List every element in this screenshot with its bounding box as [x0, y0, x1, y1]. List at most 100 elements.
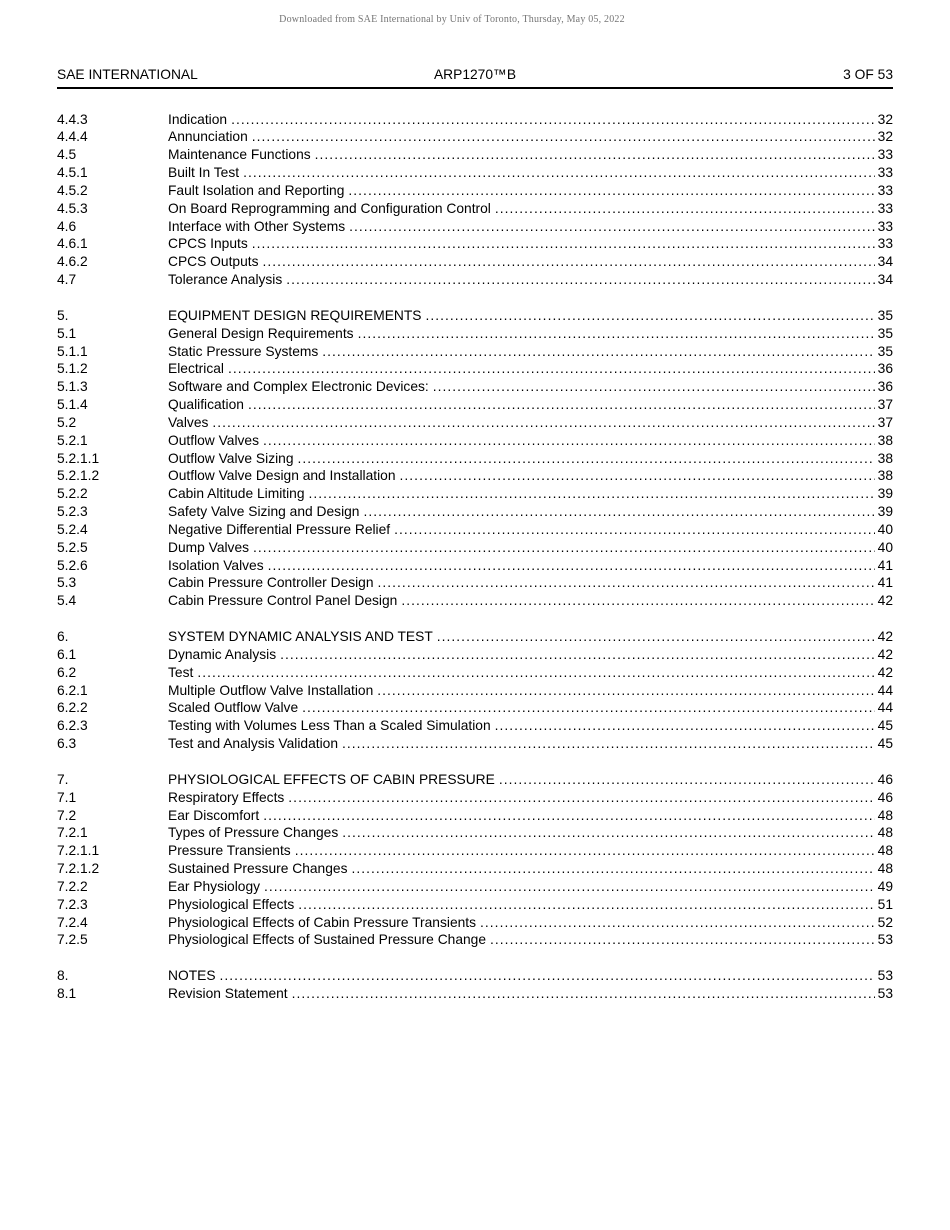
dot-leader [342, 735, 875, 753]
toc-entry: 5.2.1.2 Outflow Valve Design and Installa… [57, 467, 893, 485]
toc-entry-number: 7.2.1.2 [57, 861, 100, 877]
toc-entry-number: 5.1.1 [57, 343, 88, 359]
dot-leader [433, 378, 875, 396]
toc-entry-number: 5.2.1 [57, 432, 88, 448]
dot-leader [377, 682, 874, 700]
toc-entry-number: 5.2 [57, 414, 77, 430]
toc-entry-page: 38 [877, 468, 893, 484]
toc-entry-title: Revision Statement [168, 986, 288, 1002]
toc-entry-page: 53 [877, 968, 893, 984]
toc-entry-page: 34 [877, 254, 893, 270]
toc-entry-page: 33 [877, 218, 893, 234]
toc-entry-page: 51 [877, 896, 893, 912]
toc-entry-page: 41 [877, 575, 893, 591]
toc-entry-page: 41 [877, 557, 893, 573]
dot-leader [378, 574, 875, 592]
download-watermark: Downloaded from SAE International by Uni… [279, 14, 625, 25]
toc-entry-title: Negative Differential Pressure Relief [168, 521, 391, 537]
dot-leader [295, 842, 875, 860]
toc-entry-page: 32 [877, 129, 893, 145]
dot-leader [280, 646, 875, 664]
toc-entry-title: Software and Complex Electronic Devices: [168, 379, 429, 395]
dot-leader [298, 450, 875, 468]
toc-entry: 5.1.3 Software and Complex Electronic Dev… [57, 378, 893, 396]
toc-entry: 5.2.2 Cabin Altitude Limiting 39 [57, 485, 893, 503]
toc-entry-number: 7.2.3 [57, 896, 88, 912]
toc-entry: 5.2.3 Safety Valve Sizing and Design 39 [57, 503, 893, 521]
header-rule [57, 87, 893, 89]
toc-entry: 5.2.1 Outflow Valves 38 [57, 432, 893, 450]
toc-entry-number: 7.2.1 [57, 825, 88, 841]
dot-leader [212, 414, 874, 432]
toc-entry-number: 7.2.2 [57, 878, 88, 894]
toc-entry-page: 35 [877, 343, 893, 359]
toc-entry-number: 6.3 [57, 736, 77, 752]
toc-entry-number: 4.4.3 [57, 111, 88, 127]
toc-entry-number: 5.2.2 [57, 486, 88, 502]
dot-leader [495, 200, 875, 218]
toc-entry-title: NOTES [168, 968, 216, 984]
toc-entry-number: 7. [57, 771, 69, 787]
toc-entry-title: Fault Isolation and Reporting [168, 182, 345, 198]
toc-entry: 5.3 Cabin Pressure Controller Design 41 [57, 574, 893, 592]
toc-entry: 4.4.3 Indication 32 [57, 111, 893, 129]
toc-entry-title: Static Pressure Systems [168, 343, 319, 359]
dot-leader [268, 557, 875, 575]
toc-entry: 5.4 Cabin Pressure Control Panel Design 42 [57, 592, 893, 610]
dot-leader [315, 146, 875, 164]
toc-entry-number: 4.5.1 [57, 165, 88, 181]
toc-entry-title: Qualification [168, 397, 244, 413]
toc-entry-number: 5. [57, 307, 69, 323]
dot-leader [197, 664, 874, 682]
toc-entry-number: 5.2.1.2 [57, 468, 100, 484]
dot-leader [263, 432, 875, 450]
toc-entry: 5.1 General Design Requirements 35 [57, 325, 893, 343]
toc-entry: 7.2.1 Types of Pressure Changes 48 [57, 824, 893, 842]
toc-entry: 6.3 Test and Analysis Validation 45 [57, 735, 893, 753]
toc-entry-number: 8. [57, 968, 69, 984]
toc-entry-page: 39 [877, 486, 893, 502]
toc-entry-page: 33 [877, 182, 893, 198]
toc-entry-number: 7.2.4 [57, 914, 88, 930]
toc-entry-number: 4.6 [57, 218, 77, 234]
toc-entry-title: Physiological Effects of Cabin Pressure … [168, 914, 477, 930]
toc-entry: 4.4.4 Annunciation 32 [57, 128, 893, 146]
toc-entry-page: 33 [877, 147, 893, 163]
toc-entry-title: Physiological Effects of Sustained Press… [168, 932, 487, 948]
toc-entry: 7.1 Respiratory Effects 46 [57, 789, 893, 807]
dot-leader [495, 717, 875, 735]
toc-entry-page: 46 [877, 771, 893, 787]
dot-leader [351, 860, 874, 878]
toc-entry-page: 36 [877, 361, 893, 377]
dot-leader [263, 807, 874, 825]
toc-entry-title: PHYSIOLOGICAL EFFECTS OF CABIN PRESSURE [168, 771, 495, 787]
toc-entry: 6.1 Dynamic Analysis 42 [57, 646, 893, 664]
toc-entry-title: Outflow Valve Sizing [168, 450, 294, 466]
toc-entry-title: Ear Physiology [168, 878, 261, 894]
toc-entry-page: 46 [877, 789, 893, 805]
toc-entry-page: 49 [877, 878, 893, 894]
toc-entry-title: Interface with Other Systems [168, 218, 346, 234]
toc-entry-title: Physiological Effects [168, 896, 295, 912]
toc-entry-page: 48 [877, 861, 893, 877]
toc-entry-number: 5.4 [57, 593, 77, 609]
dot-leader [499, 771, 875, 789]
toc-entry-title: Outflow Valve Design and Installation [168, 468, 396, 484]
toc-entry-page: 34 [877, 272, 893, 288]
toc-entry: 5.2.1.1 Outflow Valve Sizing 38 [57, 450, 893, 468]
toc-entry-page: 39 [877, 504, 893, 520]
toc-entry: 7.2.2 Ear Physiology 49 [57, 878, 893, 896]
toc-entry-page: 53 [877, 932, 893, 948]
toc-entry: 7.2 Ear Discomfort 48 [57, 807, 893, 825]
toc-entry-page: 38 [877, 432, 893, 448]
toc-entry: 7.2.5 Physiological Effects of Sustained … [57, 931, 893, 949]
toc-entry: 7. PHYSIOLOGICAL EFFECTS OF CABIN PRESSUR… [57, 771, 893, 789]
dot-leader [342, 824, 874, 842]
toc-group: 4.4.3 Indication 32 4.4.4 Annunciation 32 4.5 M… [57, 111, 893, 289]
toc-entry-title: CPCS Inputs [168, 236, 248, 252]
toc-entry-title: Annunciation [168, 129, 248, 145]
toc-entry-number: 6.2.2 [57, 700, 88, 716]
dot-leader [248, 396, 875, 414]
toc-entry-page: 35 [877, 307, 893, 323]
toc-entry-title: Dump Valves [168, 539, 250, 555]
